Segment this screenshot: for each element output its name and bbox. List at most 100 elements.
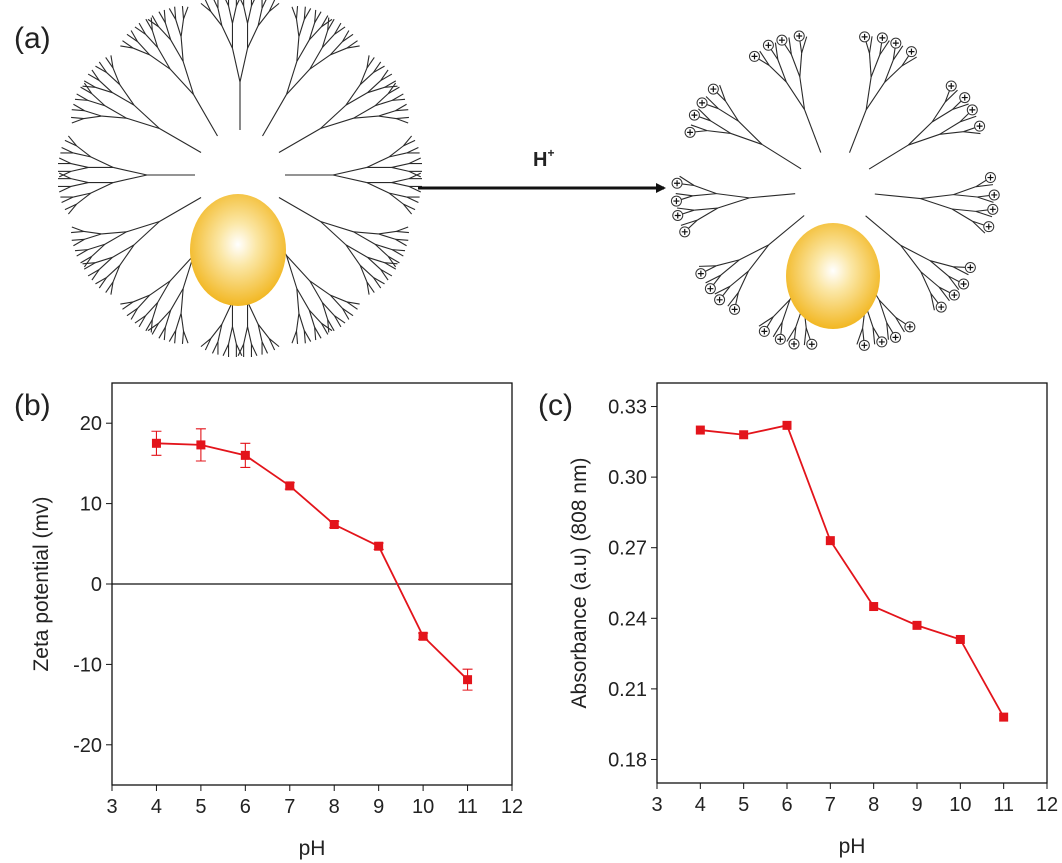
branch [870,54,881,78]
branch [367,256,385,264]
branch [402,203,413,215]
branch [291,330,297,344]
branch [59,172,72,180]
branch [332,166,367,176]
branch [268,2,280,13]
branch [716,259,740,267]
branch [228,5,233,24]
branch [87,243,106,251]
branch [149,280,171,296]
branch [59,157,72,165]
branch [221,25,233,49]
branch [374,99,393,107]
branch [231,326,237,345]
x-tick-label: 5 [738,794,749,816]
branch [396,116,409,120]
branch [320,220,354,233]
panel-label: (c) [538,389,573,422]
y-tick-label: 20 [80,413,102,435]
branch [174,330,177,344]
branch [309,280,323,303]
branch [295,331,299,344]
plot-frame [656,382,1048,784]
branch [64,139,77,147]
branch [334,315,346,324]
branch [391,163,410,168]
branch [353,115,379,119]
data-point [739,430,749,440]
branch [374,243,389,257]
branch [151,30,159,48]
branch [98,256,113,270]
branch [95,86,113,94]
branch [235,343,243,356]
branch [91,93,106,107]
branch [217,8,223,26]
branch [130,30,139,42]
x-axis-label: pH [839,835,866,858]
branch [346,45,360,49]
branch [366,55,370,69]
branch [314,9,317,23]
y-tick-label: 0.21 [608,679,647,701]
branch [113,174,148,184]
branch [951,208,973,222]
branch [345,244,368,258]
branch [126,117,160,130]
branch [126,33,138,43]
branch [204,0,212,12]
charge-plus [751,53,758,60]
branch [150,17,153,31]
y-tick-label: 0 [91,574,102,596]
branch [164,309,172,328]
branch [738,120,763,145]
data-line [156,442,469,681]
branch [159,197,202,222]
branch [309,280,331,296]
branch [345,92,368,106]
branch [231,48,241,83]
branch [261,0,267,9]
branch [785,81,805,110]
branch [374,243,393,251]
branch [71,238,85,241]
branch [158,11,166,24]
branch [737,270,749,293]
branch [907,121,933,146]
branch [675,193,693,197]
x-tick-label: 9 [911,794,922,816]
branch [237,343,245,356]
branch [240,0,245,7]
branch [717,108,739,122]
branch [303,330,306,344]
branch [697,108,711,122]
branch [772,299,791,318]
branch [308,309,316,328]
branch [388,145,404,158]
branch [374,93,389,107]
branch [333,315,342,328]
branch [759,50,770,66]
branch [181,331,185,344]
branch [163,327,166,341]
charge-plus [777,336,784,343]
branch [729,270,749,287]
branch [74,98,88,101]
branch [679,175,695,186]
branch [309,47,323,70]
charge-plus [707,285,714,292]
data-point [999,712,1009,722]
branch [930,260,954,268]
branch [395,103,407,112]
branch [70,163,89,168]
branch [388,192,404,205]
branch [327,319,335,332]
branch [803,109,822,153]
y-tick-label: -10 [73,654,102,676]
branch [321,322,333,332]
branch [959,115,977,123]
branch [865,215,902,246]
branch [200,2,212,13]
charge-plus [908,48,915,55]
branch [87,99,106,107]
